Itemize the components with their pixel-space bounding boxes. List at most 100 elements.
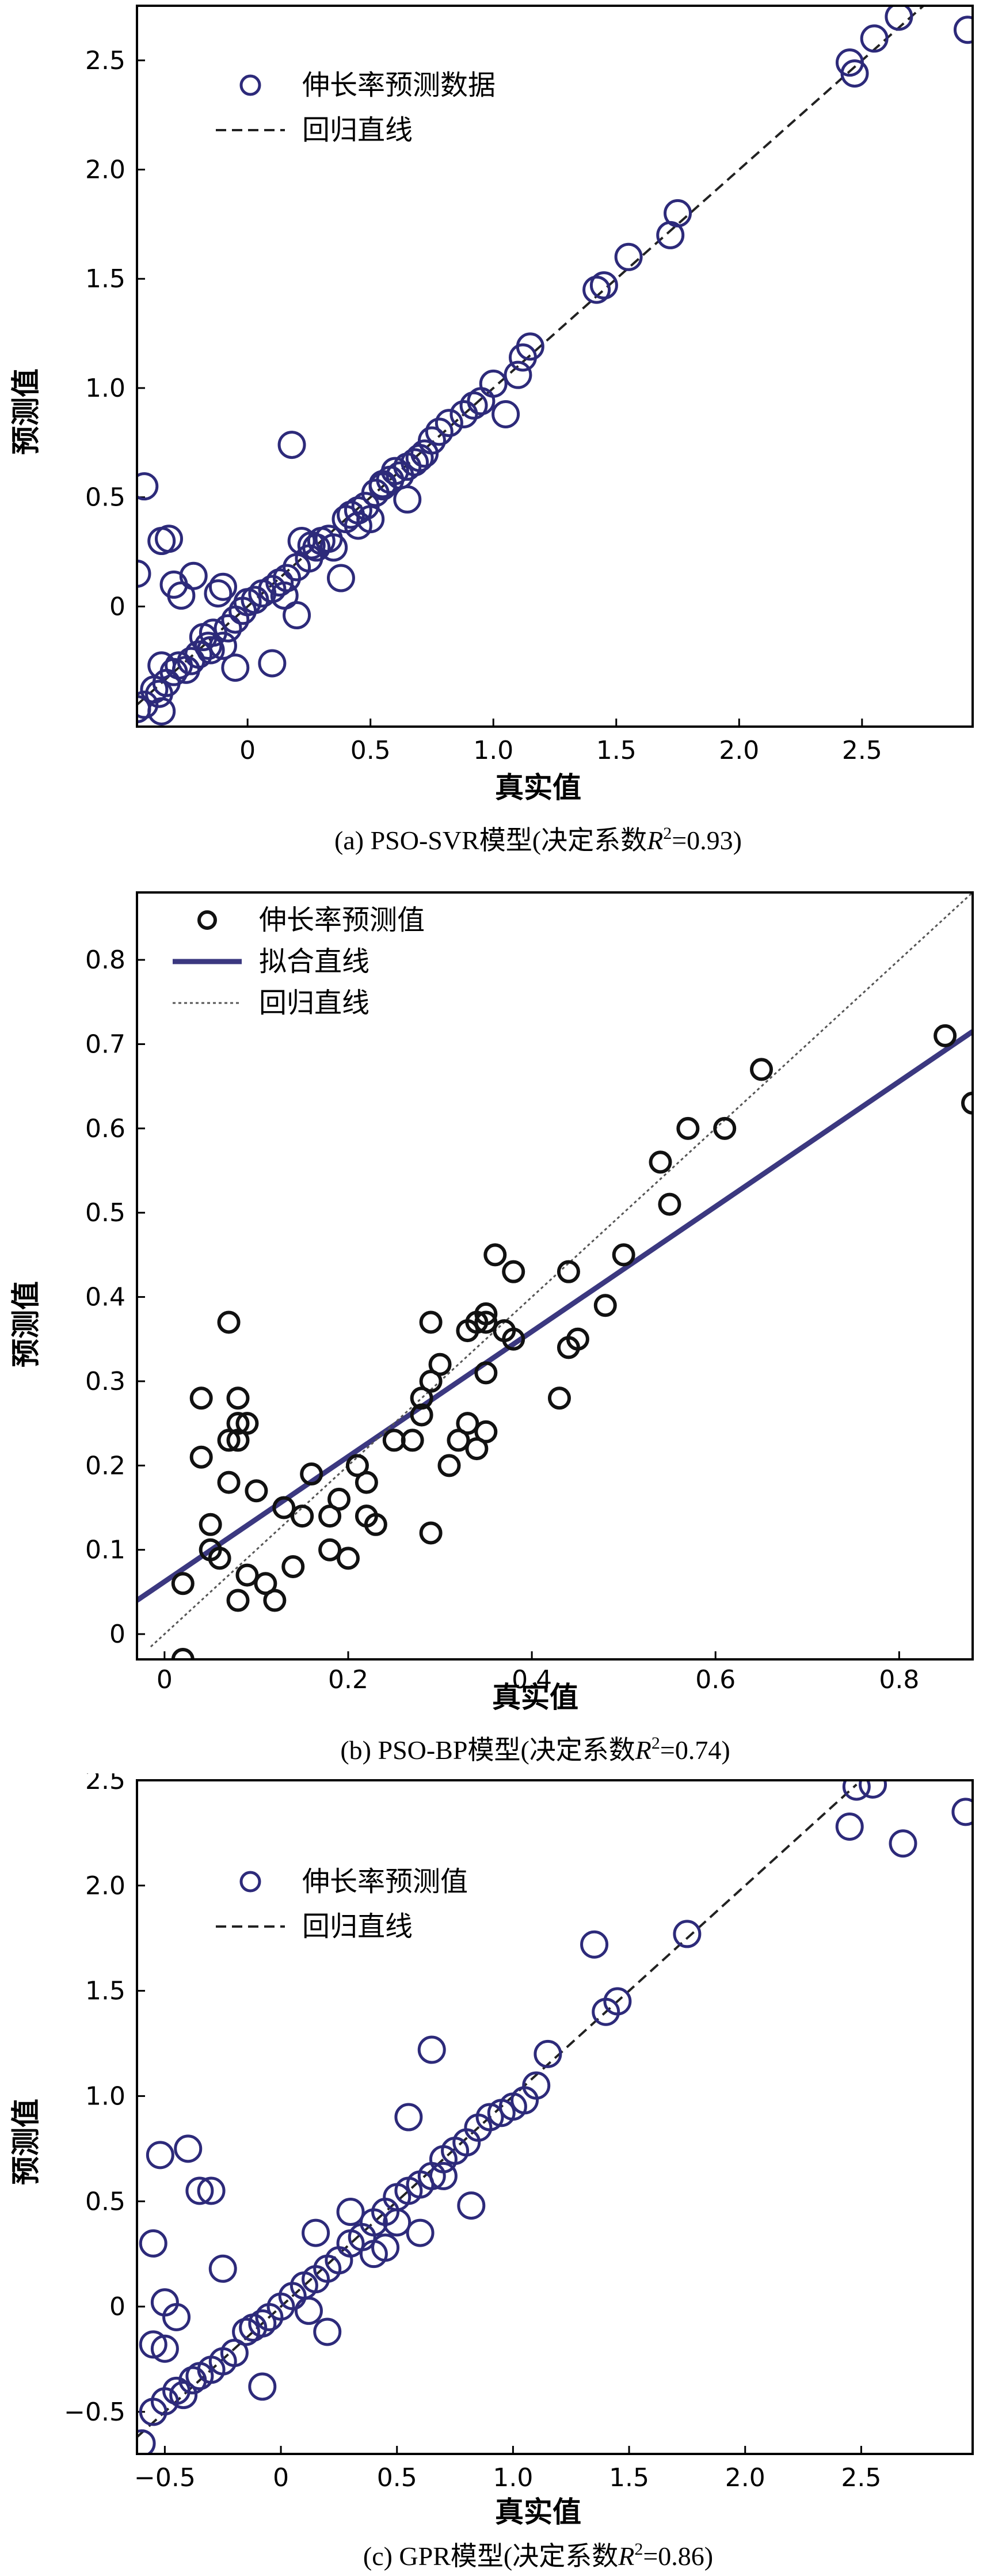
data-point xyxy=(174,2134,203,2163)
data-point xyxy=(953,16,973,44)
data-point xyxy=(226,1589,250,1612)
data-point xyxy=(226,1428,250,1452)
y-tick-label: 0.7 xyxy=(85,1029,125,1059)
data-point xyxy=(245,1479,268,1503)
data-point xyxy=(580,1930,609,1959)
data-point xyxy=(961,1091,973,1115)
data-point xyxy=(474,1310,498,1334)
data-point xyxy=(291,1504,314,1528)
legend-label: 回归直线 xyxy=(259,987,369,1019)
chart-panel-b: 0 0.2 0.4 0.6 0.8 0 0.1 0.2 0.3 0.4 0.5 0.6 0.7 0.8 伸长… xyxy=(0,875,983,1773)
x-tick-label: 0.4 xyxy=(512,1665,552,1694)
data-point xyxy=(658,1192,681,1216)
x-tick-label: −0.5 xyxy=(134,2463,196,2493)
y-tick-label: 0.4 xyxy=(85,1283,125,1312)
data-point xyxy=(137,695,151,724)
y-tick-label: 1.0 xyxy=(85,374,125,403)
chart-svg-c: −0.5 0 0.5 1.0 1.5 2.0 2.5 −0.5 0 0.5 1.0 1.5 2.0 2.5… xyxy=(9,1773,974,2571)
data-point xyxy=(189,1445,213,1469)
y-tick-label: 0.6 xyxy=(85,1114,125,1143)
data-point xyxy=(137,690,159,719)
data-point xyxy=(294,2296,323,2325)
x-tick-label: 0 xyxy=(239,736,256,765)
data-point xyxy=(467,387,496,416)
legend-label: 回归直线 xyxy=(302,114,413,146)
y-tick-label: 0.3 xyxy=(85,1367,125,1396)
x-axis-title-a: 真实值 xyxy=(495,770,581,804)
data-point xyxy=(254,1572,277,1595)
data-point xyxy=(167,581,196,610)
data-point xyxy=(603,1987,632,2016)
data-point xyxy=(171,1648,195,1659)
y-tick-label: 2.5 xyxy=(85,1773,125,1795)
caption-c: (c) GPR模型(决定系数R2=0.86) xyxy=(363,2540,713,2571)
data-point xyxy=(336,2198,365,2227)
data-point xyxy=(859,1780,887,1799)
data-point xyxy=(474,1361,498,1385)
data-point xyxy=(649,1150,672,1174)
legend-label: 回归直线 xyxy=(302,1910,413,1943)
legend-label: 拟合直线 xyxy=(259,945,369,978)
data-point xyxy=(593,1294,617,1317)
data-point xyxy=(150,2334,179,2363)
data-point xyxy=(401,1428,424,1452)
data-point xyxy=(534,2039,562,2068)
data-point xyxy=(382,1428,406,1452)
data-point xyxy=(504,360,532,389)
data-point xyxy=(492,400,520,428)
data-point xyxy=(313,2317,342,2346)
data-point xyxy=(319,533,348,562)
data-point xyxy=(475,2103,504,2132)
data-point xyxy=(345,1454,369,1477)
y-axis-title-a: 预测值 xyxy=(9,368,43,455)
x-tick-label: 2.5 xyxy=(841,2463,881,2493)
data-point xyxy=(171,1572,195,1595)
data-point xyxy=(277,431,306,459)
data-point xyxy=(194,632,223,660)
data-point xyxy=(235,1412,259,1435)
y-tick-label: 0.5 xyxy=(85,2187,125,2216)
y-tick-label: 2.0 xyxy=(85,155,125,185)
y-tick-label: 1.0 xyxy=(85,2081,125,2111)
data-point xyxy=(437,1454,461,1477)
y-tick-label: 0.5 xyxy=(85,1198,125,1228)
x-tick-label: 0.5 xyxy=(377,2463,417,2493)
x-tick-label: 2.0 xyxy=(725,2463,765,2493)
data-point xyxy=(248,2372,277,2401)
y-tick-label: 1.5 xyxy=(85,264,125,294)
plot-frame xyxy=(136,891,974,1661)
data-point xyxy=(208,632,237,660)
data-point xyxy=(428,1352,452,1376)
caption-b: (b) PSO-BP模型(决定系数R2=0.74) xyxy=(340,1734,730,1765)
x-tick-label: 0.2 xyxy=(328,1665,368,1694)
data-point xyxy=(612,1243,635,1267)
data-point xyxy=(582,275,611,304)
data-point xyxy=(217,1310,241,1334)
y-tick-label: 1.5 xyxy=(85,1977,125,2006)
data-point xyxy=(169,2381,198,2410)
data-point xyxy=(147,651,176,680)
data-point xyxy=(184,640,213,669)
data-point xyxy=(479,369,508,398)
data-point xyxy=(459,391,488,420)
data-point xyxy=(405,443,434,472)
x-tick-label: 1.0 xyxy=(493,2463,533,2493)
data-point xyxy=(226,1412,250,1435)
data-point xyxy=(483,1243,507,1267)
x-tick-label: 1.5 xyxy=(596,736,637,765)
x-axis-title-b: 真实值 xyxy=(492,1680,578,1714)
chart-svg-a: 0 0.5 1.0 1.5 2.0 2.5 0 0.5 1.0 1.5 2.0 2.5 伸长率预测数据回… xyxy=(9,5,974,855)
data-point xyxy=(840,59,869,88)
data-point xyxy=(842,1780,871,1801)
data-point xyxy=(951,1798,973,1826)
data-point xyxy=(425,417,454,446)
data-point xyxy=(419,1369,443,1393)
x-tick-label: 1.0 xyxy=(473,736,513,765)
y-tick-label: 0 xyxy=(109,1620,125,1649)
data-point xyxy=(419,1521,443,1545)
data-point xyxy=(137,472,159,501)
data-point xyxy=(162,2376,191,2405)
data-point xyxy=(502,1327,525,1351)
data-point xyxy=(860,24,889,53)
data-point xyxy=(326,564,355,592)
